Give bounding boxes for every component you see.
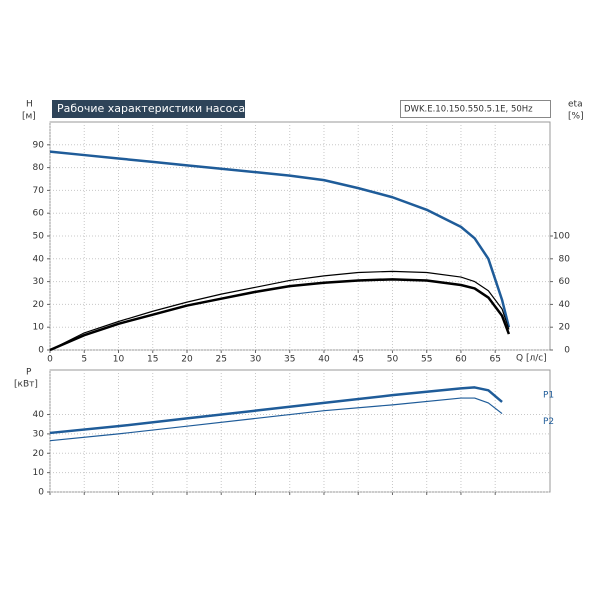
- y-tick-label: 40: [33, 254, 45, 264]
- y-tick-label: 50: [33, 232, 45, 242]
- plot-area: [49, 369, 551, 493]
- series-line: [49, 150, 511, 328]
- y-tick-label: 30: [33, 429, 45, 439]
- y2-axis-unit: [%]: [568, 112, 584, 122]
- x-tick-label: 5: [81, 355, 87, 365]
- x-tick-label: 35: [284, 355, 295, 365]
- y2-tick-label: 100: [553, 232, 570, 242]
- x-tick-label: 65: [489, 355, 500, 365]
- y-tick-label: 30: [33, 277, 45, 287]
- chart-title: Рабочие характеристики насоса: [57, 102, 245, 115]
- y-tick-label: 0: [38, 488, 44, 498]
- x-tick-label: 60: [455, 355, 467, 365]
- y2-tick-label: 0: [564, 346, 570, 356]
- series-line: [49, 386, 503, 435]
- legend-label: P1: [543, 390, 554, 400]
- y-axis-unit: [кВт]: [14, 380, 38, 390]
- y-tick-label: 90: [33, 140, 45, 150]
- x-tick-label: 55: [421, 355, 432, 365]
- chart-subtitle: DWK.E.10.150.550.5.1E, 50Hz: [404, 105, 533, 115]
- x-tick-label: 10: [113, 355, 125, 365]
- x-tick-label: 25: [216, 355, 227, 365]
- x-tick-label: 40: [318, 355, 330, 365]
- y-axis-unit: [м]: [22, 112, 36, 122]
- x-axis-label: Q [л/с]: [516, 354, 547, 364]
- series-line: [49, 278, 511, 352]
- series-line: [49, 270, 510, 351]
- title-box: [52, 100, 245, 118]
- y-axis-label: H: [26, 100, 33, 110]
- legend-label: P2: [543, 417, 554, 427]
- y2-tick-label: 40: [559, 300, 571, 310]
- y-tick-label: 10: [33, 323, 45, 333]
- y-tick-label: 70: [33, 186, 45, 196]
- y2-axis-label: eta: [568, 100, 583, 110]
- y2-tick-label: 60: [559, 277, 571, 287]
- y-tick-label: 40: [33, 410, 45, 420]
- series-line: [49, 397, 503, 442]
- y-tick-label: 80: [33, 163, 45, 173]
- x-tick-label: 15: [147, 355, 158, 365]
- x-tick-label: 20: [181, 355, 193, 365]
- x-tick-label: 50: [387, 355, 399, 365]
- x-tick-label: 45: [352, 355, 363, 365]
- subtitle-box: [400, 100, 551, 118]
- y-tick-label: 60: [33, 209, 45, 219]
- x-tick-label: 30: [250, 355, 262, 365]
- y-axis-label: P: [26, 368, 32, 378]
- y-tick-label: 10: [33, 468, 45, 478]
- y-tick-label: 0: [38, 346, 44, 356]
- y2-tick-label: 20: [559, 323, 571, 333]
- y-tick-label: 20: [33, 449, 45, 459]
- y2-tick-label: 80: [559, 254, 571, 264]
- y-tick-label: 20: [33, 300, 45, 310]
- x-tick-label: 0: [47, 355, 53, 365]
